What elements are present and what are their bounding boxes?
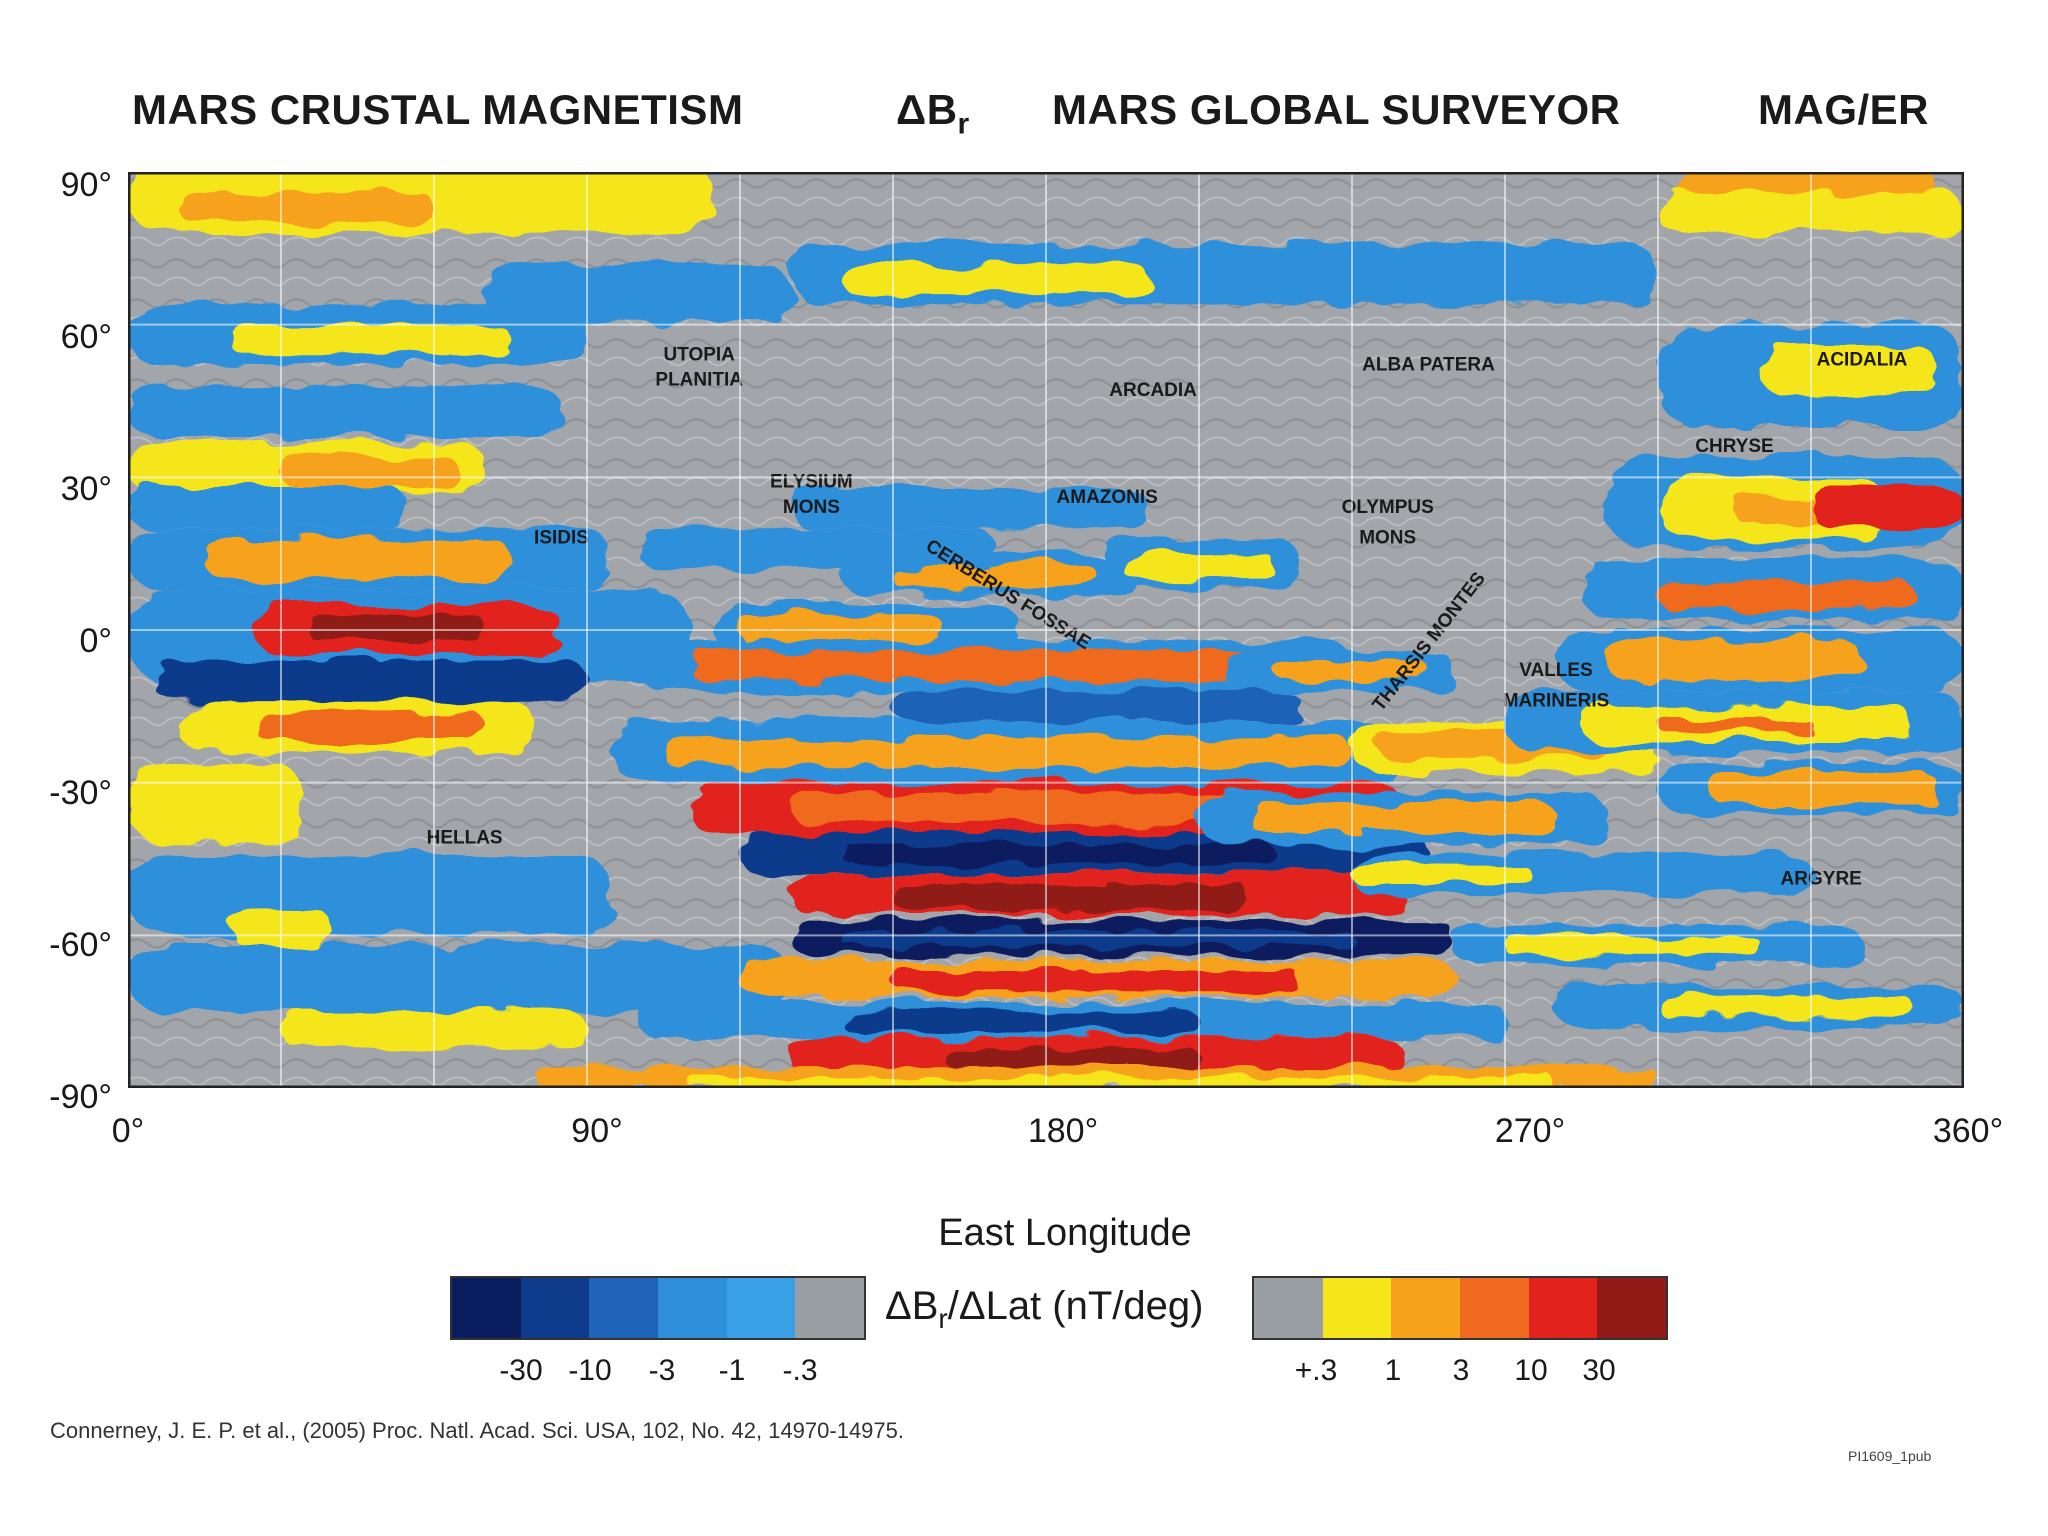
lat-label-neg60: -60° xyxy=(49,926,112,964)
region-label-2: ARCADIA xyxy=(1109,380,1197,401)
colorbar-swatch-neg-3 xyxy=(657,1278,727,1338)
cb-tick-pos03: +.3 xyxy=(1294,1354,1338,1387)
colorbar-swatch-pos-3 xyxy=(1459,1278,1529,1338)
colorbar-swatch-pos-1 xyxy=(1322,1278,1392,1338)
lat-label-0: 0° xyxy=(79,622,112,660)
cb-tick-neg30: -30 xyxy=(499,1354,543,1387)
lon-label-360: 360° xyxy=(1932,1112,2004,1150)
cb-tick-pos10: 10 xyxy=(1514,1354,1548,1387)
lat-label-60: 60° xyxy=(60,318,112,356)
region-label-0: UTOPIA xyxy=(663,344,735,365)
region-label-9: OLYMPUS xyxy=(1342,497,1434,518)
region-label-4: ACIDALIA xyxy=(1817,349,1908,370)
colorbar-title-sub: r xyxy=(938,1303,948,1334)
region-label-12: VALLES xyxy=(1519,660,1593,681)
region-label-1: PLANITIA xyxy=(655,370,743,391)
cb-tick-pos3: 3 xyxy=(1452,1354,1470,1387)
colorbar-title-rest: /ΔLat (nT/deg) xyxy=(947,1284,1204,1328)
lat-label-90: 90° xyxy=(60,166,112,204)
colorbar-positive xyxy=(1252,1276,1668,1340)
colorbar-title: ΔBr/ΔLat (nT/deg) xyxy=(885,1284,1203,1335)
colorbar-swatch-pos-2 xyxy=(1391,1278,1460,1338)
delta-br-symbol: ΔBr xyxy=(896,86,970,141)
cb-tick-neg10: -10 xyxy=(568,1354,612,1387)
lon-label-90: 90° xyxy=(571,1112,623,1150)
region-label-14: HELLAS xyxy=(427,828,503,849)
colorbar-swatch-neg-0 xyxy=(452,1278,521,1338)
colorbar-title-main: ΔB xyxy=(885,1284,939,1328)
map-grid xyxy=(128,172,1964,1088)
region-label-13: MARINERIS xyxy=(1503,690,1610,711)
colorbar-swatch-neg-1 xyxy=(520,1278,590,1338)
region-label-8: AMAZONIS xyxy=(1057,487,1158,508)
region-label-3: ALBA PATERA xyxy=(1362,354,1495,375)
colorbar-swatch-neg-2 xyxy=(589,1278,658,1338)
region-label-5: CHRYSE xyxy=(1695,436,1773,457)
lat-label-neg90: -90° xyxy=(49,1078,112,1116)
citation: Connerney, J. E. P. et al., (2005) Proc.… xyxy=(50,1418,905,1443)
cb-tick-neg03: -.3 xyxy=(782,1354,818,1387)
colorbar-swatch-pos-4 xyxy=(1528,1278,1598,1338)
colorbar-negative xyxy=(450,1276,866,1340)
region-label-15: ARGYRE xyxy=(1781,868,1862,889)
cb-tick-pos30: 30 xyxy=(1582,1354,1616,1387)
colorbar-swatch-pos-5 xyxy=(1597,1278,1666,1338)
map-svg: UTOPIA PLANITIA ARCADIA ALBA PATERA ACIDALIA… xyxy=(128,172,1964,1088)
lon-label-0: 0° xyxy=(111,1112,145,1150)
region-label-7: MONS xyxy=(783,497,840,518)
map-title: MARS CRUSTAL MAGNETISM xyxy=(132,86,744,133)
cb-tick-pos1: 1 xyxy=(1384,1354,1402,1387)
instrument-name: MAG/ER xyxy=(1758,86,1929,133)
region-label-10: MONS xyxy=(1359,527,1416,548)
delta-br-main: ΔB xyxy=(896,86,958,133)
mars-magnetic-map: UTOPIA PLANITIA ARCADIA ALBA PATERA ACIDALIA… xyxy=(128,172,1964,1088)
x-axis-title: East Longitude xyxy=(938,1212,1192,1254)
lon-label-270: 270° xyxy=(1494,1112,1566,1150)
region-label-6: ELYSIUM xyxy=(770,472,853,493)
cb-tick-neg1: -1 xyxy=(718,1354,746,1387)
delta-br-sub: r xyxy=(957,107,970,141)
colorbar-swatch-neg-4 xyxy=(726,1278,796,1338)
figure-id: PI1609_1pub xyxy=(1848,1448,1932,1464)
region-label-11: ISIDIS xyxy=(534,527,589,548)
cb-tick-neg3: -3 xyxy=(648,1354,676,1387)
lat-label-neg30: -30° xyxy=(49,774,112,812)
colorbar-swatch-neg-5 xyxy=(795,1278,864,1338)
colorbar-swatch-pos-0 xyxy=(1254,1278,1323,1338)
mission-name: MARS GLOBAL SURVEYOR xyxy=(1052,86,1621,133)
lat-label-30: 30° xyxy=(60,470,112,508)
lon-label-180: 180° xyxy=(1027,1112,1099,1150)
